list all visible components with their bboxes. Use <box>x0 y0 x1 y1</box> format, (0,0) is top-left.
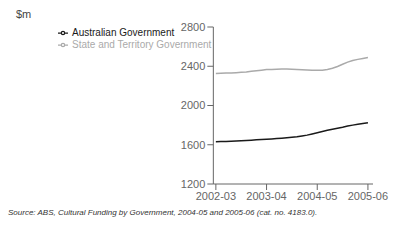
svg-text:2005-06: 2005-06 <box>348 190 388 202</box>
svg-text:2400: 2400 <box>181 60 205 72</box>
html-text:State and Territory Government: State and Territory Government <box>72 39 212 50</box>
svg-text:2800: 2800 <box>181 21 205 33</box>
svg-text:2000: 2000 <box>181 99 205 111</box>
html-text:Source: ABS, Cultural Funding: Source: ABS, Cultural Funding by Governm… <box>8 208 318 217</box>
html-text:Australian Government: Australian Government <box>72 27 175 38</box>
svg-text:1600: 1600 <box>181 139 205 151</box>
svg-text:2004-05: 2004-05 <box>297 190 337 202</box>
html-text:$m: $m <box>16 8 32 20</box>
svg-text:2002-03: 2002-03 <box>196 190 236 202</box>
svg-text:2003-04: 2003-04 <box>246 190 286 202</box>
svg-text:1200: 1200 <box>181 178 205 190</box>
